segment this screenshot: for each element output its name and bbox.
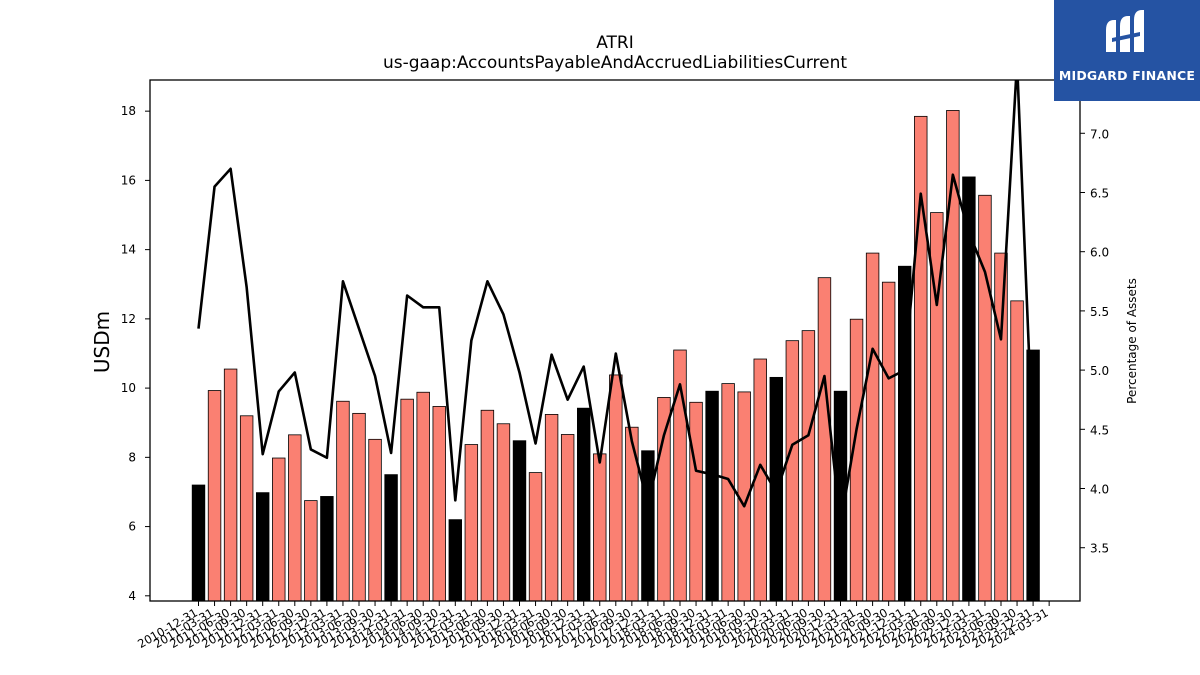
bar bbox=[785, 340, 800, 602]
y-tick-label: 16 bbox=[121, 173, 136, 187]
bar bbox=[609, 374, 623, 602]
bar bbox=[416, 391, 430, 602]
y-tick-label: 12 bbox=[121, 312, 136, 326]
bar bbox=[914, 115, 928, 602]
bar bbox=[255, 492, 270, 602]
bar bbox=[304, 500, 318, 602]
bar bbox=[641, 450, 655, 602]
bar bbox=[657, 397, 671, 602]
line-layer bbox=[197, 80, 1035, 526]
bar bbox=[689, 401, 703, 602]
brand-logo: MIDGARD FINANCE bbox=[1054, 0, 1200, 101]
y-right-tick-label: 6.0 bbox=[1090, 246, 1109, 260]
bar bbox=[400, 398, 414, 602]
bar bbox=[544, 414, 559, 602]
y-tick-label: 8 bbox=[128, 450, 136, 464]
bar bbox=[865, 252, 880, 602]
bar bbox=[191, 484, 206, 602]
bar bbox=[512, 440, 527, 602]
y-right-tick-label: 6.5 bbox=[1090, 186, 1109, 200]
logo-mark-icon bbox=[1106, 10, 1144, 52]
bar bbox=[753, 358, 767, 602]
bar bbox=[320, 496, 334, 602]
logo-text: MIDGARD FINANCE bbox=[1058, 68, 1196, 83]
y-axis-label: USDm bbox=[90, 311, 114, 373]
bar bbox=[801, 330, 816, 602]
bar bbox=[817, 277, 832, 602]
chart-title: ATRI bbox=[596, 33, 634, 53]
bar bbox=[978, 194, 992, 602]
y-axis-right-label: Percentage of Assets bbox=[1125, 278, 1139, 404]
bar bbox=[432, 406, 446, 602]
y-right-tick-label: 5.5 bbox=[1090, 305, 1109, 319]
bar bbox=[881, 281, 896, 602]
bar bbox=[1010, 300, 1024, 602]
y-right-tick-label: 3.5 bbox=[1090, 542, 1109, 556]
y-tick-label: 4 bbox=[128, 589, 136, 603]
y-axis-left: 4 6 8 10 12 14 16 18 bbox=[121, 104, 150, 603]
chart-subtitle: us-gaap:AccountsPayableAndAccruedLiabili… bbox=[383, 53, 847, 73]
y-right-tick-label: 5.0 bbox=[1090, 364, 1109, 378]
y-right-tick-label: 4.5 bbox=[1090, 423, 1109, 437]
bar bbox=[288, 434, 302, 602]
y-right-tick-label: 7.0 bbox=[1090, 127, 1109, 141]
percentage-line bbox=[197, 80, 1035, 526]
bar bbox=[721, 383, 735, 602]
bar bbox=[384, 474, 398, 602]
plot-frame bbox=[149, 79, 1081, 602]
bar bbox=[448, 519, 463, 602]
bar bbox=[705, 390, 719, 602]
bar bbox=[272, 457, 286, 602]
x-axis: 2010-12-312011-03-312011-06-302011-09-30… bbox=[135, 601, 1051, 651]
y-tick-label: 14 bbox=[121, 243, 136, 257]
bar bbox=[560, 434, 575, 602]
bar bbox=[368, 438, 382, 602]
bar bbox=[207, 390, 222, 602]
bar bbox=[528, 472, 543, 602]
y-axis-right: 3.5 4.0 4.5 5.0 5.5 6.0 6.5 7.0 bbox=[1080, 127, 1109, 556]
bar bbox=[352, 412, 366, 602]
bar bbox=[1026, 349, 1040, 602]
y-tick-label: 6 bbox=[128, 520, 136, 534]
y-right-tick-label: 4.0 bbox=[1090, 483, 1109, 497]
bar bbox=[577, 407, 591, 602]
bar bbox=[480, 409, 495, 602]
bar bbox=[496, 423, 511, 602]
bar bbox=[223, 368, 238, 602]
bar bbox=[239, 415, 254, 602]
bar bbox=[464, 444, 479, 602]
bar bbox=[336, 400, 350, 602]
y-tick-label: 18 bbox=[121, 104, 136, 118]
bar bbox=[994, 252, 1008, 602]
y-tick-label: 10 bbox=[121, 381, 136, 395]
bar bbox=[593, 453, 607, 602]
